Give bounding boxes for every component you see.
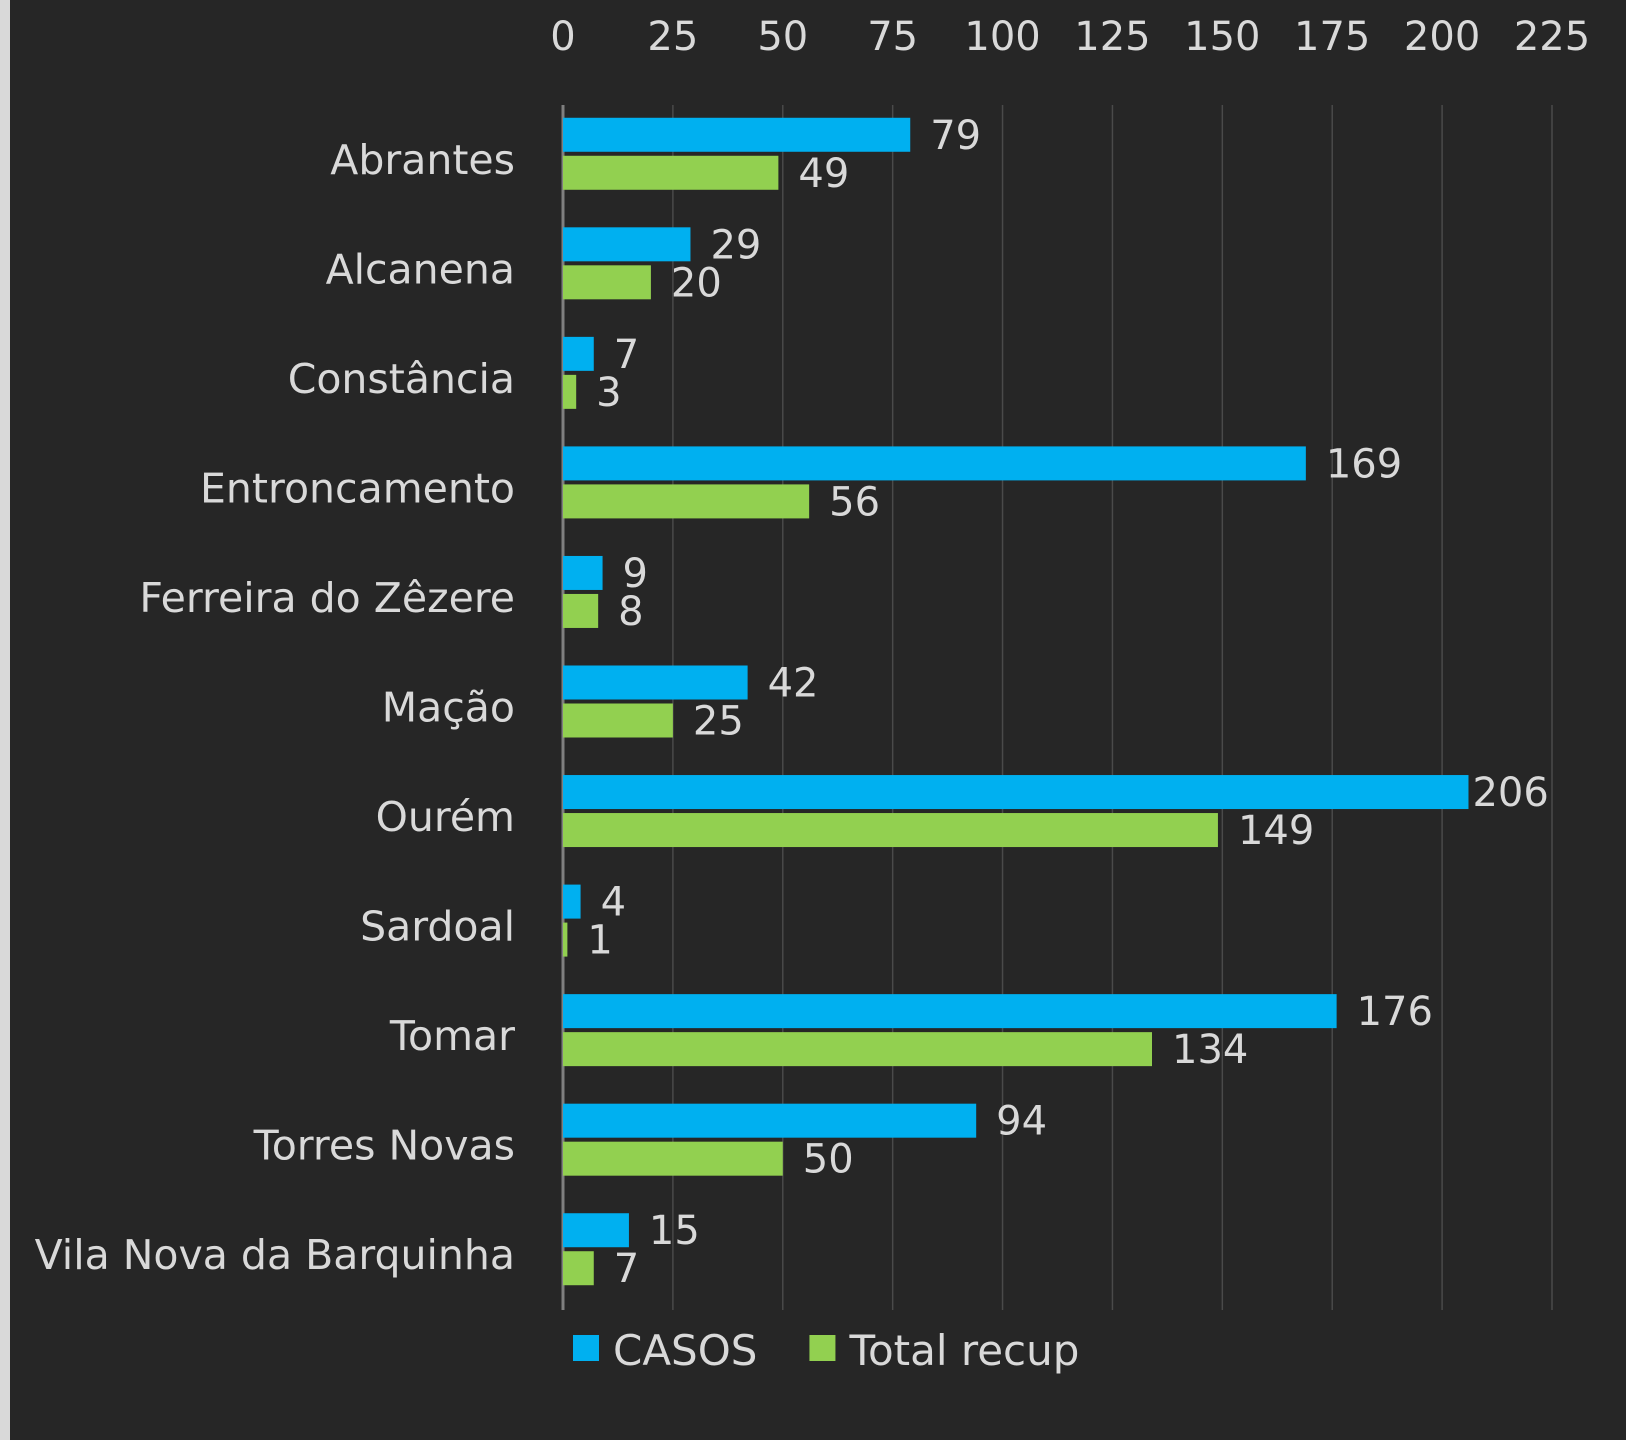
x-tick-label: 150 [1184, 14, 1260, 60]
data-label-casos-torres-novas: 94 [996, 1099, 1047, 1145]
legend: CASOS Total recup [573, 1326, 1079, 1375]
bar-casos-ferreira-do-zezere [563, 555, 603, 590]
bar-total-recup-abrantes [563, 155, 779, 190]
bar-total-recup-alcanena [563, 265, 651, 300]
bar-casos-abrantes [563, 117, 911, 152]
x-tick-label: 100 [964, 14, 1040, 60]
bar-casos-torres-novas [563, 1103, 977, 1138]
data-label-total-recup-alcanena: 20 [671, 260, 722, 306]
data-label-total-recup-constancia: 3 [596, 370, 621, 416]
legend-label-casos: CASOS [613, 1326, 757, 1375]
x-axis-ticks: 0 25 50 75 100 125 150 175 200 225 [550, 14, 1590, 60]
category-label-entroncamento: Entroncamento [200, 464, 515, 512]
bar-total-recup-torres-novas [563, 1141, 783, 1176]
data-label-casos-macao: 42 [768, 661, 819, 707]
bar-total-recup-ourem [563, 813, 1218, 848]
legend-label-total-recup: Total recup [848, 1326, 1079, 1375]
bar-total-recup-ferreira-do-zezere [563, 593, 599, 628]
legend-swatch-casos [573, 1335, 599, 1361]
bar-casos-macao [563, 665, 748, 700]
category-label-alcanena: Alcanena [326, 245, 515, 293]
category-labels: Abrantes Alcanena Constância Entroncamento F… [35, 136, 515, 1279]
category-label-ferreira-do-zezere: Ferreira do Zêzere [139, 574, 515, 622]
data-label-total-recup-entroncamento: 56 [829, 479, 880, 525]
data-label-casos-sardoal: 4 [601, 880, 626, 926]
category-label-tomar: Tomar [389, 1012, 515, 1060]
data-label-total-recup-sardoal: 1 [587, 918, 612, 964]
bar-casos-vila-nova-da-barquinha [563, 1213, 629, 1248]
category-label-sardoal: Sardoal [360, 903, 515, 951]
data-label-casos-vila-nova-da-barquinha: 15 [649, 1208, 700, 1254]
x-tick-label: 225 [1514, 14, 1590, 60]
bars [563, 117, 1469, 1286]
data-label-casos-entroncamento: 169 [1326, 441, 1402, 487]
x-tick-label: 50 [757, 14, 808, 60]
bar-total-recup-entroncamento [563, 484, 810, 519]
x-tick-label: 0 [550, 14, 575, 60]
x-tick-label: 175 [1294, 14, 1370, 60]
legend-swatch-total-recup [809, 1335, 836, 1361]
data-label-total-recup-torres-novas: 50 [803, 1137, 854, 1183]
data-label-casos-alcanena: 29 [710, 222, 761, 268]
x-tick-label: 25 [647, 14, 698, 60]
category-label-ourem: Ourém [376, 793, 515, 841]
bar-total-recup-vila-nova-da-barquinha [563, 1251, 594, 1286]
bar-total-recup-sardoal [563, 922, 568, 957]
bar-casos-entroncamento [563, 446, 1306, 481]
x-tick-label: 75 [867, 14, 918, 60]
bar-chart: 0 25 50 75 100 125 150 175 200 225 AbrantesAlcane… [35, 14, 1591, 1375]
bar-casos-tomar [563, 994, 1337, 1029]
category-label-macao: Mação [382, 684, 515, 732]
data-labels: 7949292073169569842252061494117613494501… [587, 113, 1548, 1292]
chart-area: 0 25 50 75 100 125 150 175 200 225 Abrantes Alcane… [10, 0, 1626, 1440]
data-label-total-recup-ferreira-do-zezere: 8 [618, 589, 643, 635]
data-label-total-recup-macao: 25 [693, 699, 744, 745]
data-label-total-recup-ourem: 149 [1238, 808, 1314, 854]
data-label-casos-ourem: 206 [1472, 770, 1548, 816]
bar-casos-constancia [563, 336, 594, 371]
x-tick-label: 200 [1404, 14, 1480, 60]
x-tick-label: 125 [1074, 14, 1150, 60]
bar-casos-ourem [563, 775, 1469, 810]
category-label-torres-novas: Torres Novas [253, 1122, 515, 1170]
bar-casos-alcanena [563, 227, 691, 262]
data-label-total-recup-tomar: 134 [1172, 1027, 1248, 1073]
data-label-casos-constancia: 7 [614, 332, 639, 378]
category-label-abrantes: Abrantes [330, 136, 515, 184]
data-label-total-recup-abrantes: 49 [798, 151, 849, 197]
data-label-casos-tomar: 176 [1357, 989, 1433, 1035]
data-label-total-recup-vila-nova-da-barquinha: 7 [614, 1246, 639, 1292]
bar-total-recup-macao [563, 703, 673, 738]
data-label-casos-ferreira-do-zezere: 9 [623, 551, 648, 597]
bar-casos-sardoal [563, 884, 581, 919]
data-label-casos-abrantes: 79 [930, 113, 981, 159]
category-label-vila-nova-da-barquinha: Vila Nova da Barquinha [35, 1231, 515, 1279]
category-label-constancia: Constância [288, 355, 515, 403]
bar-total-recup-tomar [563, 1032, 1153, 1067]
bar-total-recup-constancia [563, 374, 577, 409]
